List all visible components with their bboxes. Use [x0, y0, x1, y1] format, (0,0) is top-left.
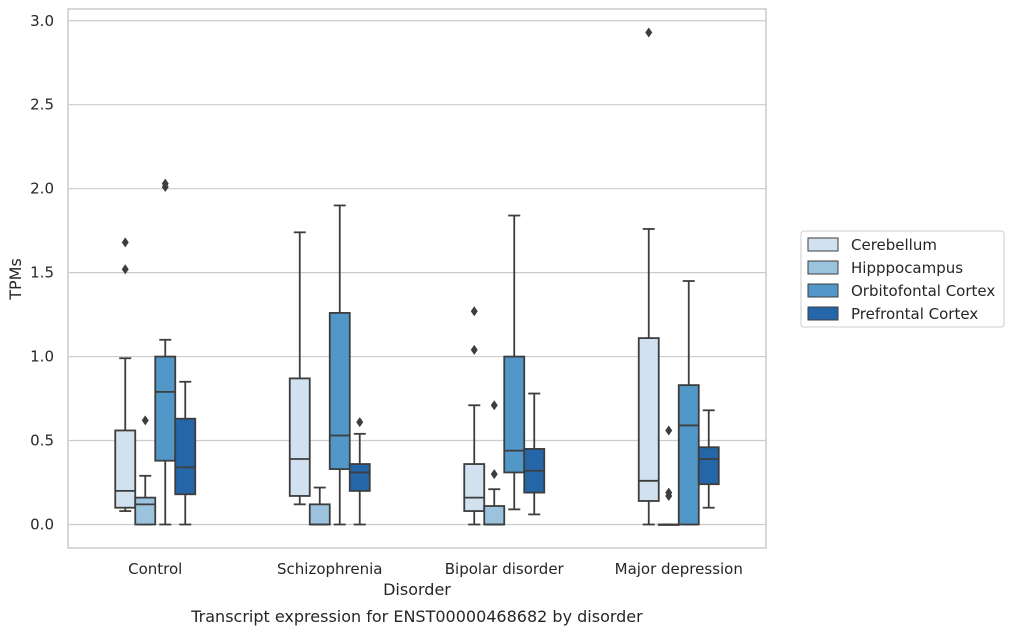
iqr-box — [677, 384, 700, 526]
outlier-point — [490, 469, 498, 480]
box-cerebellum-0 — [114, 237, 137, 512]
iqr-box — [134, 496, 157, 526]
outlier-point — [470, 306, 478, 317]
x-tick-label: Control — [128, 560, 182, 578]
outlier-point — [121, 264, 129, 275]
iqr-box — [174, 417, 197, 496]
x-axis-ticks: Control Schizophrenia Bipolar disorder Majo… — [128, 560, 743, 578]
box-prefrontal-cortex-3 — [697, 409, 720, 509]
y-tick-label: 0.0 — [30, 515, 54, 533]
box-orbitofontal-cortex-1 — [328, 204, 351, 526]
iqr-box — [154, 355, 177, 462]
iqr-box — [483, 505, 506, 526]
outlier-point — [121, 237, 129, 248]
box-hipppocampus-2 — [483, 400, 506, 526]
box-orbitofontal-cortex-2 — [503, 214, 526, 511]
box-cerebellum-2 — [463, 306, 486, 526]
y-tick-label: 1.0 — [30, 348, 54, 366]
legend-label: Cerebellum — [851, 236, 937, 254]
outlier-point — [161, 178, 169, 189]
outlier-point — [490, 400, 498, 411]
box-plot-series — [114, 27, 720, 526]
iqr-box — [637, 337, 660, 502]
legend-label: Prefrontal Cortex — [851, 305, 978, 323]
x-tick-label: Schizophrenia — [277, 560, 382, 578]
legend: Cerebellum Hipppocampus Orbitofontal Corte… — [800, 230, 1005, 328]
y-axis-ticks: 0.0 0.5 1.0 1.5 2.0 2.5 3.0 — [30, 12, 54, 534]
legend-swatch — [807, 306, 839, 321]
legend-swatch — [807, 237, 839, 252]
outlier-point — [356, 417, 364, 428]
chart-caption: Transcript expression for ENST0000046868… — [190, 607, 643, 626]
y-tick-label: 0.5 — [30, 432, 54, 450]
box-orbitofontal-cortex-0 — [154, 178, 177, 526]
outlier-point — [141, 415, 149, 426]
box-prefrontal-cortex-2 — [523, 392, 546, 516]
outlier-point — [645, 27, 653, 38]
box-hipppocampus-3 — [657, 425, 680, 526]
outlier-point — [470, 344, 478, 355]
x-tick-label: Major depression — [615, 560, 743, 578]
box-prefrontal-cortex-0 — [174, 380, 197, 526]
iqr-box — [697, 446, 720, 486]
y-tick-label: 2.0 — [30, 180, 54, 198]
legend-swatch — [807, 260, 839, 275]
box-orbitofontal-cortex-3 — [677, 280, 700, 526]
outlier-point — [665, 425, 673, 436]
legend-swatch — [807, 283, 839, 298]
legend-frame — [800, 230, 1005, 328]
y-tick-label: 1.5 — [30, 264, 54, 282]
box-hipppocampus-1 — [308, 486, 331, 526]
y-tick-label: 3.0 — [30, 12, 54, 30]
iqr-box — [308, 503, 331, 526]
iqr-box — [288, 377, 311, 497]
outlier-point — [665, 487, 673, 498]
plot-area-frame — [67, 8, 767, 549]
iqr-box — [328, 312, 351, 470]
box-cerebellum-1 — [288, 231, 311, 506]
y-tick-label: 2.5 — [30, 96, 54, 114]
box-cerebellum-3 — [637, 27, 660, 526]
legend-label: Hipppocampus — [851, 259, 963, 277]
x-tick-label: Bipolar disorder — [445, 560, 565, 578]
iqr-box — [348, 463, 371, 492]
y-axis-title: TPMs — [6, 258, 25, 301]
x-axis-title: Disorder — [383, 580, 451, 599]
legend-label: Orbitofontal Cortex — [851, 282, 995, 300]
iqr-box — [114, 429, 137, 509]
iqr-box — [503, 355, 526, 474]
iqr-box — [463, 463, 486, 512]
box-hipppocampus-0 — [134, 415, 157, 526]
box-prefrontal-cortex-1 — [348, 417, 371, 526]
